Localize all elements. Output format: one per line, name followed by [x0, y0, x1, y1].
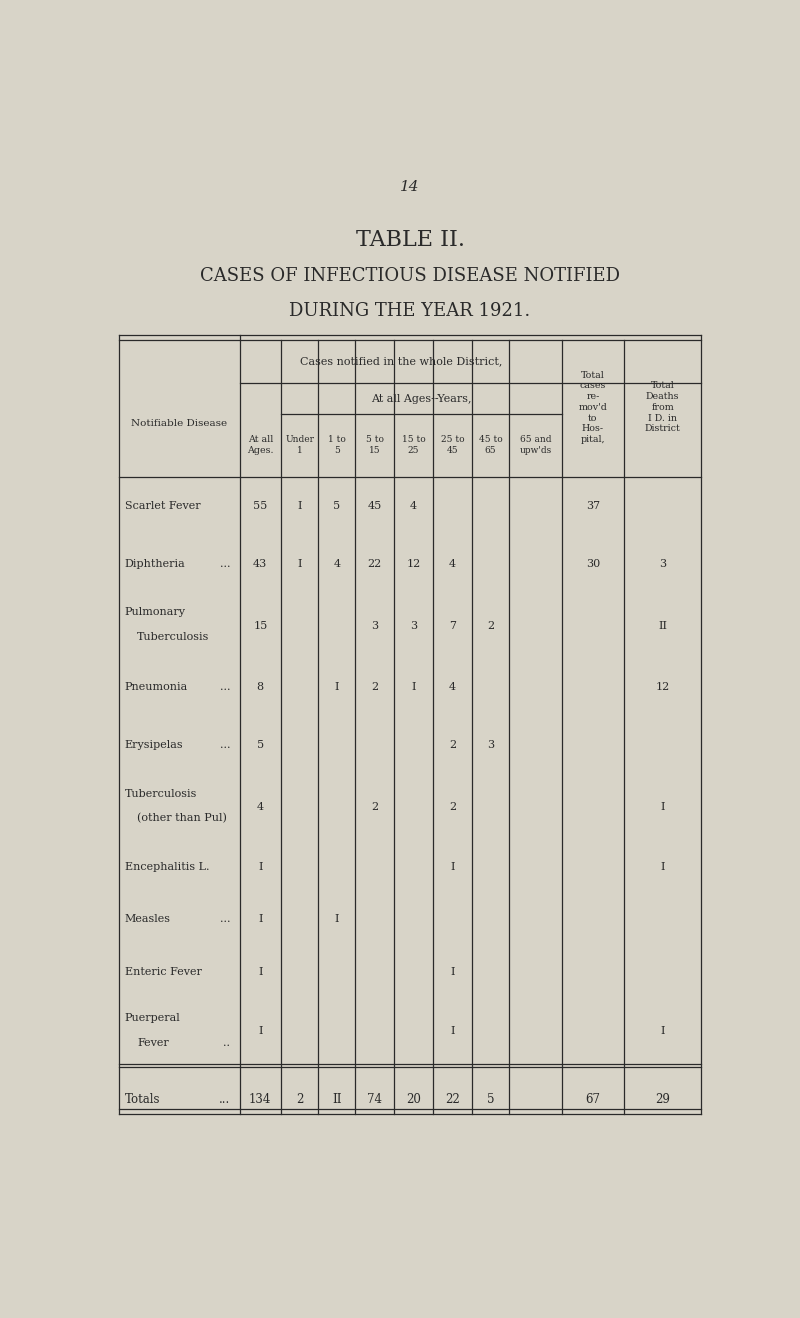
Text: 43: 43 — [253, 559, 267, 568]
Text: 5: 5 — [487, 1094, 494, 1106]
Text: Pneumonia: Pneumonia — [125, 683, 188, 692]
Text: 5: 5 — [257, 741, 264, 750]
Text: I: I — [661, 803, 665, 812]
Text: Fever: Fever — [138, 1037, 169, 1048]
Text: Total
cases
re-
mov'd
to
Hos-
pital,: Total cases re- mov'd to Hos- pital, — [578, 370, 607, 444]
Text: 1 to
5: 1 to 5 — [328, 435, 346, 456]
Text: Notifiable Disease: Notifiable Disease — [131, 419, 227, 428]
Text: I: I — [450, 967, 454, 977]
Text: 4: 4 — [334, 559, 341, 568]
Text: 29: 29 — [655, 1094, 670, 1106]
Text: 30: 30 — [586, 559, 600, 568]
Text: DURING THE YEAR 1921.: DURING THE YEAR 1921. — [290, 302, 530, 320]
Text: 20: 20 — [406, 1094, 421, 1106]
Text: I: I — [258, 1027, 262, 1036]
Text: 3: 3 — [371, 621, 378, 630]
Text: I: I — [298, 501, 302, 511]
Text: ...: ... — [220, 915, 230, 924]
Text: At all Ages--Years,: At all Ages--Years, — [371, 394, 472, 403]
Text: Pulmonary: Pulmonary — [125, 608, 186, 617]
Text: 15: 15 — [253, 621, 267, 630]
Text: I: I — [661, 862, 665, 871]
Text: (other than Pul): (other than Pul) — [138, 813, 227, 824]
Text: 2: 2 — [296, 1094, 303, 1106]
Text: 3: 3 — [410, 621, 417, 630]
Text: Tuberculosis: Tuberculosis — [138, 631, 210, 642]
Text: I: I — [298, 559, 302, 568]
Text: Scarlet Fever: Scarlet Fever — [125, 501, 201, 511]
Text: 7: 7 — [449, 621, 456, 630]
Text: I: I — [334, 915, 339, 924]
Text: I: I — [334, 683, 339, 692]
Text: II: II — [332, 1094, 342, 1106]
Text: ...: ... — [220, 683, 230, 692]
Text: 4: 4 — [449, 683, 456, 692]
Text: II: II — [658, 621, 667, 630]
Text: 22: 22 — [367, 559, 382, 568]
Text: 134: 134 — [249, 1094, 271, 1106]
Text: 12: 12 — [655, 683, 670, 692]
Text: Puerperal: Puerperal — [125, 1014, 181, 1023]
Text: TABLE II.: TABLE II. — [355, 229, 465, 252]
Text: 3: 3 — [487, 741, 494, 750]
Text: 2: 2 — [487, 621, 494, 630]
Text: I: I — [450, 1027, 454, 1036]
Text: I: I — [661, 1027, 665, 1036]
Text: Totals: Totals — [125, 1094, 160, 1106]
Text: ...: ... — [220, 559, 230, 568]
Text: 5: 5 — [334, 501, 341, 511]
Text: 2: 2 — [371, 803, 378, 812]
Text: Encephalitis L.: Encephalitis L. — [125, 862, 210, 871]
Text: 4: 4 — [410, 501, 417, 511]
Text: Tuberculosis: Tuberculosis — [125, 789, 197, 799]
Text: 8: 8 — [257, 683, 264, 692]
Text: Erysipelas: Erysipelas — [125, 741, 183, 750]
Text: 74: 74 — [367, 1094, 382, 1106]
Text: 65 and
upw'ds: 65 and upw'ds — [519, 435, 552, 456]
Text: 14: 14 — [400, 181, 420, 195]
Text: CASES OF INFECTIOUS DISEASE NOTIFIED: CASES OF INFECTIOUS DISEASE NOTIFIED — [200, 266, 620, 285]
Text: 2: 2 — [449, 803, 456, 812]
Text: Diphtheria: Diphtheria — [125, 559, 186, 568]
Text: Enteric Fever: Enteric Fever — [125, 967, 202, 977]
Text: 12: 12 — [406, 559, 421, 568]
Text: ...: ... — [219, 1094, 230, 1106]
Text: Measles: Measles — [125, 915, 171, 924]
Text: 5 to
15: 5 to 15 — [366, 435, 384, 456]
Text: Cases notified in the whole District,: Cases notified in the whole District, — [299, 357, 502, 366]
Text: 25 to
45: 25 to 45 — [441, 435, 464, 456]
Text: 3: 3 — [659, 559, 666, 568]
Text: I: I — [258, 967, 262, 977]
Text: 22: 22 — [445, 1094, 460, 1106]
Text: 4: 4 — [257, 803, 264, 812]
Text: Total
Deaths
from
I D. in
District: Total Deaths from I D. in District — [645, 381, 681, 434]
Text: 15 to
25: 15 to 25 — [402, 435, 426, 456]
Text: 4: 4 — [449, 559, 456, 568]
Text: 55: 55 — [253, 501, 267, 511]
Text: 37: 37 — [586, 501, 600, 511]
Text: 67: 67 — [586, 1094, 600, 1106]
Text: Under
1: Under 1 — [285, 435, 314, 456]
Text: I: I — [258, 862, 262, 871]
Text: ...: ... — [220, 741, 230, 750]
Text: I: I — [258, 915, 262, 924]
Text: 2: 2 — [371, 683, 378, 692]
Text: I: I — [411, 683, 416, 692]
Text: 2: 2 — [449, 741, 456, 750]
Text: At all
Ages.: At all Ages. — [247, 435, 274, 456]
Text: ..: .. — [223, 1037, 230, 1048]
Text: I: I — [450, 862, 454, 871]
Text: 45 to
65: 45 to 65 — [478, 435, 502, 456]
Text: 45: 45 — [367, 501, 382, 511]
